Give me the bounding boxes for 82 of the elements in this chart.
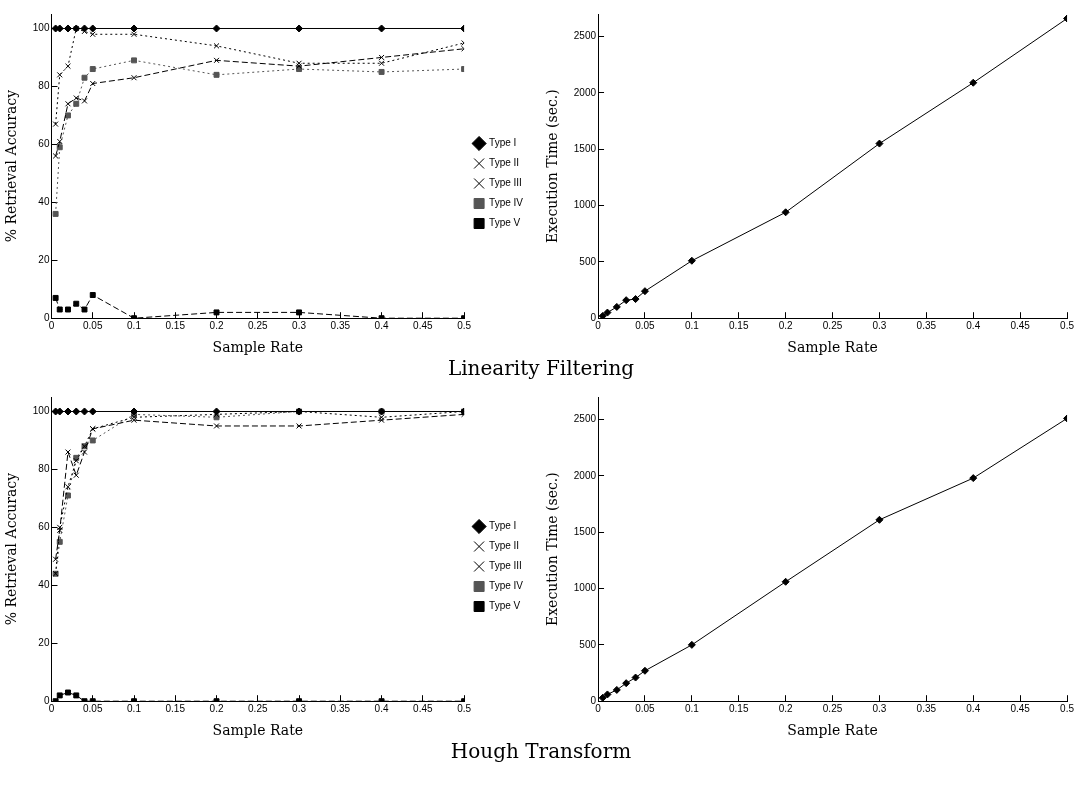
y-tick-label: 1000 (573, 582, 597, 594)
x-tick-label: 0.1 (127, 319, 142, 331)
legend-label: Type III (489, 177, 522, 189)
text: Hough Transform (449, 739, 633, 765)
x-tick-label: 0.4 (374, 702, 389, 714)
y-axis-title: % Retrieval Accuracy (3, 472, 20, 626)
x-axis-title: Sample Rate (212, 339, 304, 356)
x-tick-label: 0.4 (374, 319, 389, 331)
legend-label: Type III (489, 560, 522, 572)
legend-label: Type II (489, 540, 520, 552)
y-tick-label: 500 (579, 638, 597, 650)
y-tick-label: 80 (38, 80, 50, 92)
x-tick-label: 0.05 (83, 702, 103, 714)
x-tick-label: 0.45 (413, 702, 433, 714)
x-tick-label: 0.45 (413, 319, 433, 331)
y-tick-label: 20 (38, 637, 50, 649)
x-tick-label: 0.5 (457, 319, 472, 331)
x-tick-label: 0.05 (635, 319, 656, 331)
y-tick-label: 1500 (573, 525, 597, 537)
y-tick-label: 40 (38, 579, 50, 591)
y-tick-label: 2500 (573, 413, 597, 425)
y-tick-label: 80 (38, 463, 50, 475)
x-tick-label: 0.05 (635, 702, 656, 714)
legend-label: Type V (489, 600, 521, 612)
y-tick-label: 40 (38, 196, 50, 208)
x-tick-label: 0.15 (165, 319, 186, 331)
x-tick-label: 0.1 (684, 319, 700, 331)
legend-label: Type IV (489, 197, 524, 209)
y-tick-label: 60 (38, 138, 50, 150)
legend-label: Type I (489, 137, 517, 149)
x-tick-label: 0.3 (872, 702, 887, 714)
x-tick-label: 0.4 (966, 702, 981, 714)
y-tick-label: 60 (38, 521, 50, 533)
x-tick-label: 0.3 (872, 319, 887, 331)
y-tick-label: 2500 (573, 30, 597, 42)
y-tick-label: 100 (32, 405, 50, 417)
y-tick-label: 1000 (573, 199, 597, 211)
x-tick-label: 0.2 (209, 319, 224, 331)
x-tick-label: 0.15 (729, 319, 749, 331)
x-tick-label: 0.1 (684, 702, 700, 714)
legend-label: Type V (489, 217, 521, 229)
text: Linearity Filtering (446, 356, 636, 382)
y-axis-title: % Retrieval Accuracy (3, 89, 20, 243)
x-tick-label: 0.35 (330, 319, 351, 331)
x-axis-title: Sample Rate (787, 722, 878, 739)
x-tick-label: 0.1 (127, 702, 142, 714)
y-tick-label: 100 (32, 22, 50, 34)
x-tick-label: 0.25 (822, 702, 843, 714)
x-tick-label: 0.4 (966, 319, 981, 331)
y-tick-label: 2000 (573, 469, 597, 481)
legend-label: Type I (489, 520, 517, 532)
y-tick-label: 500 (579, 255, 597, 267)
y-tick-label: 20 (38, 254, 50, 266)
x-tick-label: 0.2 (778, 702, 794, 714)
x-tick-label: 0.25 (822, 319, 843, 331)
y-tick-label: 0 (43, 311, 50, 323)
x-tick-label: 0.2 (209, 702, 224, 714)
x-tick-label: 0.5 (1060, 702, 1075, 714)
y-tick-label: 1500 (573, 142, 597, 154)
x-tick-label: 0.25 (248, 702, 268, 714)
x-tick-label: 0.2 (778, 319, 794, 331)
x-tick-label: 0.15 (165, 702, 186, 714)
x-axis-title: Sample Rate (787, 339, 878, 356)
y-tick-label: 2000 (573, 86, 597, 98)
x-tick-label: 0.5 (457, 702, 472, 714)
x-tick-label: 0.3 (292, 702, 307, 714)
x-tick-label: 0.45 (1010, 319, 1031, 331)
x-axis-title: Sample Rate (212, 722, 304, 739)
x-tick-label: 0.35 (916, 702, 937, 714)
legend-label: Type IV (489, 580, 524, 592)
y-axis-title: Execution Time (sec.) (544, 472, 561, 626)
x-tick-label: 0.25 (248, 319, 268, 331)
x-tick-label: 0.35 (916, 319, 937, 331)
legend-label: Type II (489, 157, 520, 169)
y-axis-title: Execution Time (sec.) (544, 89, 561, 243)
x-tick-label: 0.35 (330, 702, 351, 714)
x-tick-label: 0.05 (83, 319, 103, 331)
x-tick-label: 0.3 (292, 319, 307, 331)
x-tick-label: 0.45 (1010, 702, 1031, 714)
x-tick-label: 0.15 (729, 702, 749, 714)
x-tick-label: 0.5 (1060, 319, 1075, 331)
y-tick-label: 0 (43, 694, 50, 706)
